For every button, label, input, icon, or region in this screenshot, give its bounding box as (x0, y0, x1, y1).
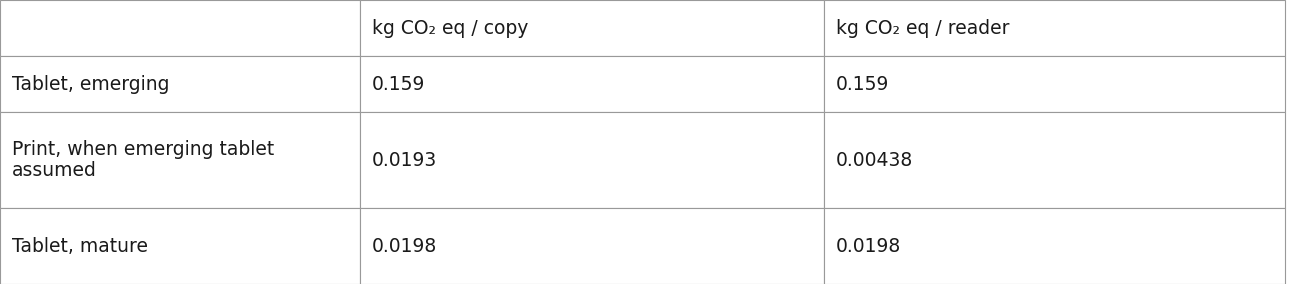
Bar (0, 0, 360, 56)
Text: Tablet, emerging: Tablet, emerging (12, 74, 169, 93)
Bar (0, 208, 360, 284)
Bar (824, 112, 1285, 208)
Bar (360, 208, 824, 284)
Text: Tablet, mature: Tablet, mature (12, 237, 148, 256)
Text: 0.0198: 0.0198 (373, 237, 437, 256)
Bar (360, 0, 824, 56)
Text: assumed: assumed (12, 161, 97, 179)
Bar (0, 56, 360, 112)
Bar (360, 112, 824, 208)
Text: 0.0193: 0.0193 (373, 151, 437, 170)
Bar (0, 112, 360, 208)
Text: 0.159: 0.159 (837, 74, 889, 93)
Bar (824, 0, 1285, 56)
Bar (824, 208, 1285, 284)
Text: 0.0198: 0.0198 (837, 237, 901, 256)
Text: kg CO₂ eq / reader: kg CO₂ eq / reader (837, 18, 1009, 37)
Bar (360, 56, 824, 112)
Text: 0.159: 0.159 (373, 74, 425, 93)
Text: kg CO₂ eq / copy: kg CO₂ eq / copy (373, 18, 528, 37)
Text: Print, when emerging tablet: Print, when emerging tablet (12, 140, 275, 159)
Bar (824, 56, 1285, 112)
Text: 0.00438: 0.00438 (837, 151, 913, 170)
